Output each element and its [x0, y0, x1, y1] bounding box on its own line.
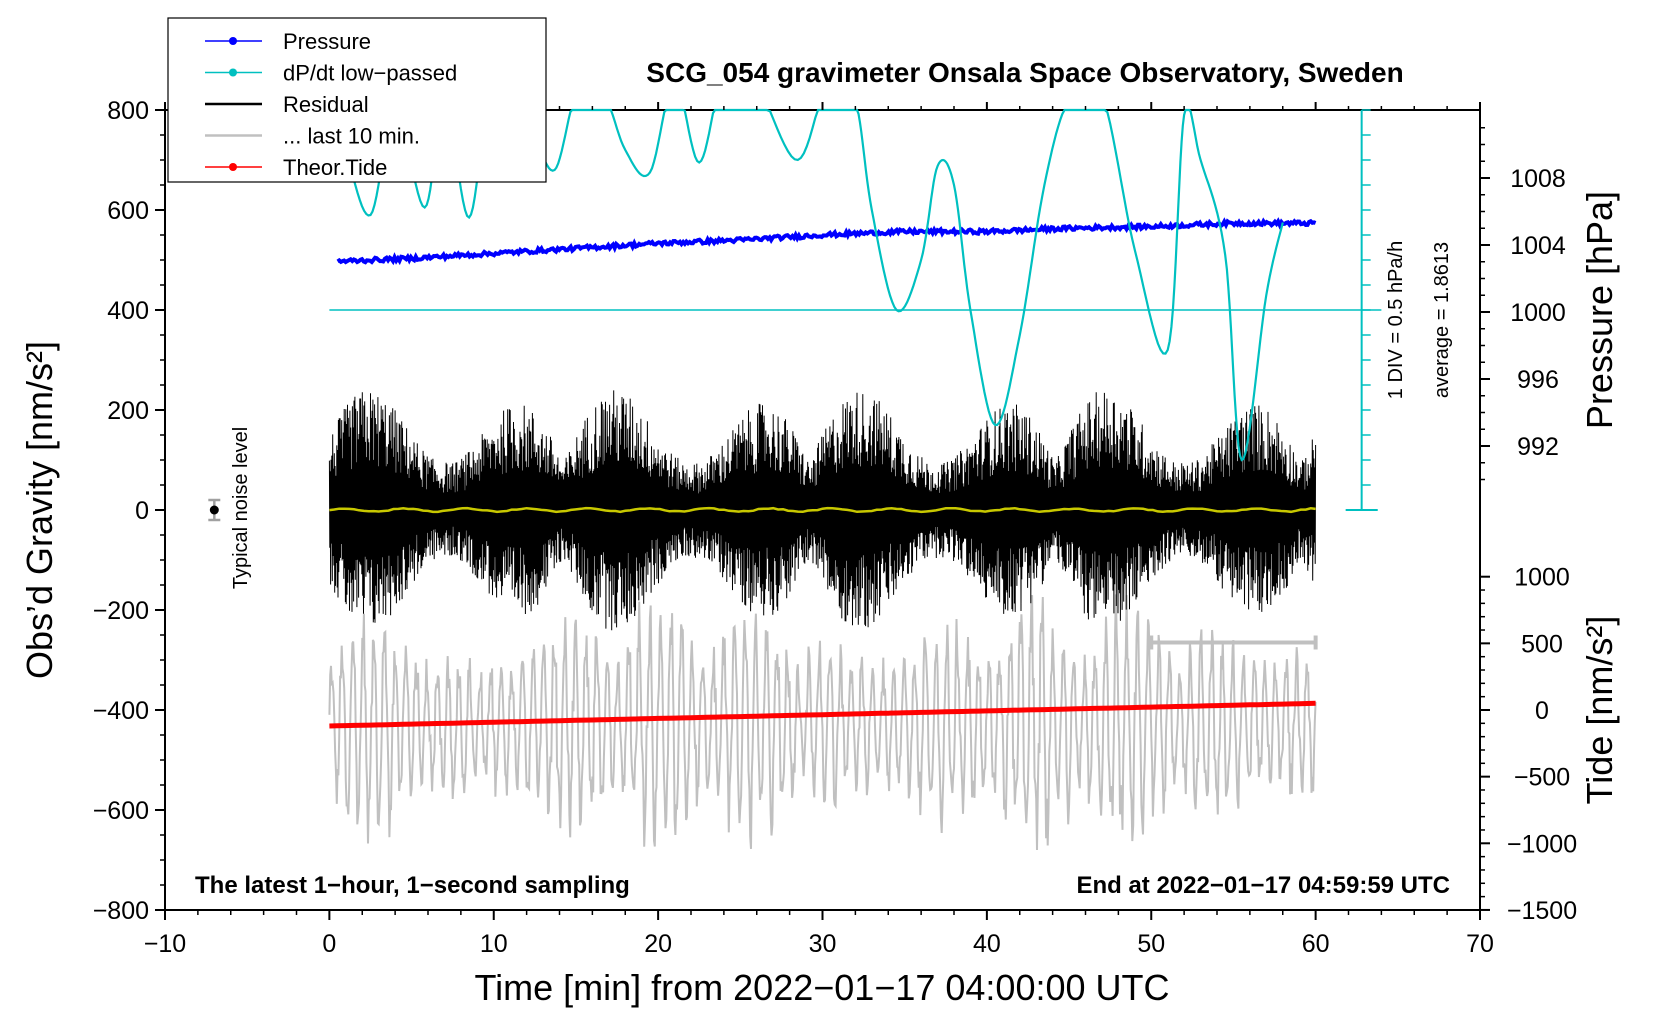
y-tick-label: 0	[135, 497, 149, 525]
x-tick-label: 10	[480, 930, 508, 958]
series-theor-tide	[329, 700, 1316, 729]
tide-tick-label: −500	[1514, 764, 1570, 792]
series-residual	[328, 390, 1317, 631]
residual-line	[328, 390, 1317, 631]
y-axis-title-left: Obs’d Gravity [nm/s²]	[19, 341, 60, 679]
x-tick-label: 20	[644, 930, 672, 958]
series-last-10-min	[328, 594, 1317, 851]
legend-label: Pressure	[283, 29, 371, 54]
noise-level-marker	[209, 505, 219, 515]
legend-marker	[229, 68, 237, 77]
legend-label: ... last 10 min.	[283, 124, 420, 149]
x-tick-label: 30	[809, 930, 837, 958]
legend-label: Theor.Tide	[283, 155, 387, 180]
y-tick-label: −200	[93, 597, 149, 625]
legend: Pressure dP/dt low−passed Residual ... last…	[167, 17, 547, 183]
y-axis-title-tide: Tide [nm/s²]	[1579, 616, 1620, 805]
x-tick-label: 60	[1302, 930, 1330, 958]
tide-tick-label: 0	[1535, 697, 1549, 725]
x-tick-label: 0	[322, 930, 336, 958]
axis-ticks: −10 0 10 20 30 40 50 60 70 800 600 400 200 0 −200 −400 −…	[93, 97, 1577, 958]
y-tick-label: 600	[107, 197, 149, 225]
chart-annotations	[208, 498, 1318, 650]
pressure-line	[336, 217, 1317, 266]
y-tick-label: −800	[93, 897, 149, 925]
pressure-tick-label: 1004	[1510, 232, 1566, 260]
x-axis-title: Time [min] from 2022−01−17 04:00:00 UTC	[474, 967, 1169, 1008]
x-tick-label: 50	[1137, 930, 1165, 958]
tide-tick-label: 500	[1521, 630, 1563, 658]
tide-tick-label: −1000	[1507, 830, 1577, 858]
y-tick-label: −400	[93, 697, 149, 725]
annotation-sampling: The latest 1−hour, 1−second sampling	[195, 872, 630, 899]
pressure-tick-label: 1000	[1510, 299, 1566, 327]
y-axis-title-pressure: Pressure [hPa]	[1579, 191, 1620, 429]
y-tick-label: −600	[93, 797, 149, 825]
x-tick-label: 70	[1466, 930, 1494, 958]
last-10-min-line	[328, 594, 1317, 851]
chart-title: SCG_054 gravimeter Onsala Space Observat…	[646, 57, 1403, 88]
residual-mean-line	[329, 506, 1316, 514]
pressure-tick-label: 992	[1517, 433, 1559, 461]
noise-level-label: Typical noise level	[230, 427, 252, 589]
tide-tick-label: −1500	[1507, 897, 1577, 925]
legend-box	[167, 17, 547, 183]
legend-marker	[229, 37, 237, 45]
annotation-end-time: End at 2022−01−17 04:59:59 UTC	[1076, 872, 1450, 899]
y-tick-label: 800	[107, 97, 149, 125]
theor-tide-line	[329, 700, 1316, 729]
y-tick-label: 200	[107, 397, 149, 425]
legend-label: Residual	[283, 92, 369, 117]
y-tick-label: 400	[107, 297, 149, 325]
x-tick-label: −10	[144, 930, 186, 958]
series-pressure	[336, 217, 1317, 266]
average-label: average = 1.8613	[1431, 242, 1453, 398]
pressure-tick-label: 1008	[1510, 165, 1566, 193]
legend-label: dP/dt low−passed	[283, 61, 457, 86]
div-label: 1 DIV = 0.5 hPa/h	[1385, 241, 1407, 399]
tide-tick-label: 1000	[1514, 564, 1570, 592]
pressure-tick-label: 996	[1517, 366, 1559, 394]
legend-marker	[229, 163, 237, 171]
x-tick-label: 40	[973, 930, 1001, 958]
